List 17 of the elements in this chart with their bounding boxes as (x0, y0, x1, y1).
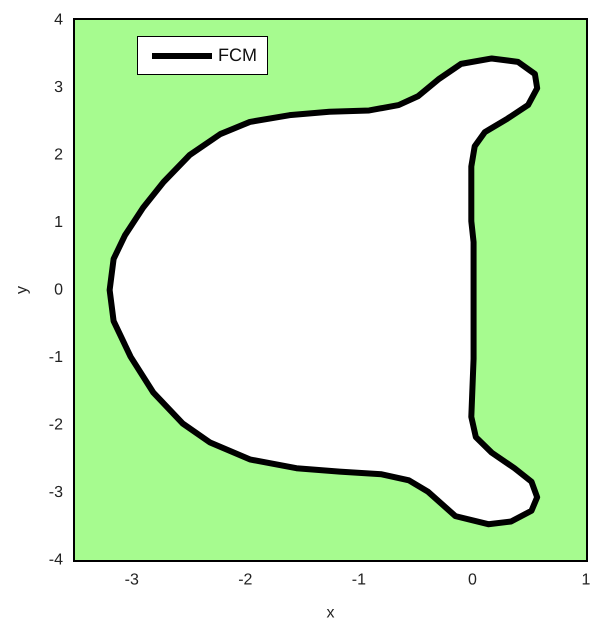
y-tick-label: -1 (48, 349, 64, 366)
y-tick-label: -4 (48, 552, 64, 568)
y-tick-label: 3 (54, 79, 64, 96)
y-tick-label: -3 (48, 484, 64, 501)
y-axis-title: y (14, 286, 30, 294)
y-tick-label: 2 (54, 146, 64, 164)
y-tick-label: 1 (54, 214, 64, 231)
y-tick-label: 0 (54, 282, 64, 298)
x-tick-label: 1 (582, 572, 591, 588)
x-tick-label: -2 (238, 572, 253, 588)
x-axis-title: x (326, 604, 334, 622)
legend-box: FCM (137, 36, 268, 75)
y-tick-label: -2 (48, 416, 64, 434)
x-tick-label: -1 (352, 572, 366, 588)
x-tick-label: 0 (468, 572, 477, 588)
y-tick-label: 4 (54, 12, 64, 28)
x-tick-label: -3 (124, 572, 139, 588)
